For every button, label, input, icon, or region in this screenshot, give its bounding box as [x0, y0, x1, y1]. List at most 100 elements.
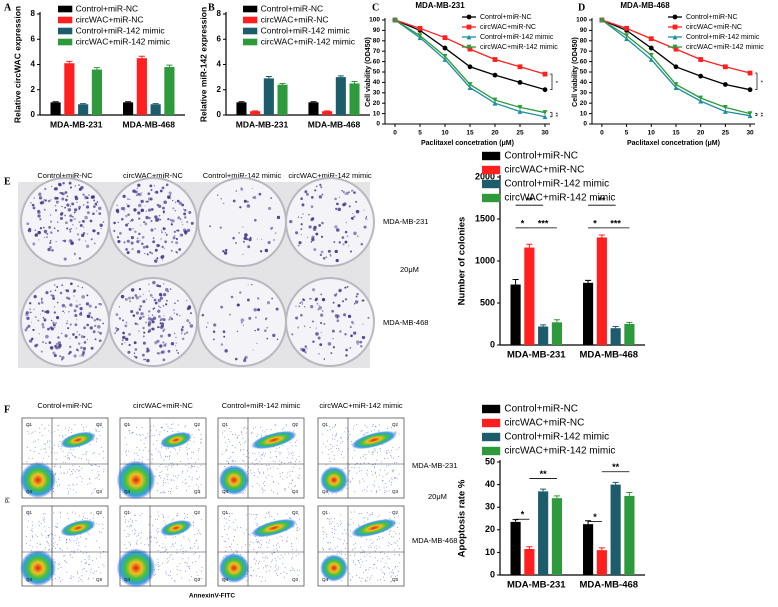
colony [88, 315, 91, 318]
event [158, 562, 159, 563]
colony [79, 221, 81, 223]
colony [163, 200, 167, 204]
colony [301, 217, 303, 219]
event [243, 492, 244, 493]
colony [74, 212, 76, 214]
colony [34, 197, 35, 198]
colony [239, 206, 241, 208]
event [279, 558, 280, 559]
error-bar [585, 280, 591, 283]
event [124, 544, 125, 545]
event [83, 516, 84, 517]
event [82, 519, 83, 520]
event [86, 426, 87, 427]
event [334, 529, 335, 530]
event [281, 462, 282, 463]
event [59, 539, 60, 540]
event [53, 543, 54, 544]
colony [61, 284, 63, 286]
event [345, 468, 346, 469]
event [263, 490, 264, 491]
colony [147, 253, 148, 254]
event [45, 547, 46, 548]
event [265, 557, 266, 558]
event [366, 569, 367, 570]
event [85, 518, 86, 519]
colony [337, 304, 340, 307]
colony [177, 252, 178, 253]
event [159, 565, 160, 566]
event [45, 513, 46, 514]
event [255, 427, 256, 428]
event [152, 454, 153, 455]
colony [40, 314, 41, 315]
colony [131, 248, 133, 250]
event [42, 462, 43, 463]
colony [345, 241, 348, 244]
event [256, 458, 257, 459]
event [200, 484, 201, 485]
colony [122, 319, 124, 321]
colony [157, 326, 159, 328]
event [351, 441, 352, 442]
colony [295, 231, 298, 234]
event [72, 465, 73, 466]
event [352, 550, 353, 551]
event [394, 554, 395, 555]
colony [155, 302, 158, 305]
colony [42, 341, 44, 343]
event [395, 566, 396, 567]
event [48, 543, 49, 544]
event [91, 465, 92, 466]
event [96, 541, 97, 542]
event [170, 555, 171, 556]
legend-swatch [243, 28, 257, 35]
event [93, 573, 94, 574]
event [161, 471, 162, 472]
colony [86, 245, 89, 248]
event [173, 424, 174, 425]
colony [34, 295, 37, 298]
event [326, 534, 327, 535]
colony [313, 248, 316, 251]
event [230, 547, 231, 548]
colony [74, 354, 77, 357]
colony [355, 201, 357, 203]
event [81, 575, 82, 576]
event [66, 562, 67, 563]
event [374, 466, 375, 467]
event [292, 445, 293, 446]
event [374, 547, 375, 548]
error-bar [599, 548, 605, 550]
event [371, 547, 372, 548]
colony [356, 210, 360, 214]
event [348, 473, 349, 474]
colony [175, 210, 177, 212]
colony [94, 319, 96, 321]
event [140, 435, 141, 436]
event [201, 465, 202, 466]
colony [220, 306, 223, 309]
colony [61, 198, 64, 201]
point [748, 71, 753, 76]
colony [159, 215, 161, 217]
event [279, 447, 280, 448]
bar [322, 111, 332, 115]
event [329, 458, 330, 459]
event [392, 572, 393, 573]
colony [182, 224, 183, 225]
event [89, 478, 90, 479]
colony [31, 322, 32, 323]
event [41, 533, 42, 534]
colony [132, 189, 135, 192]
colony [37, 231, 40, 234]
event [292, 553, 293, 554]
event [92, 465, 93, 466]
colony [186, 319, 189, 322]
colony [60, 217, 63, 220]
event [235, 461, 236, 462]
colony [167, 195, 170, 198]
bar [51, 102, 61, 115]
event [277, 543, 278, 544]
event [332, 521, 333, 522]
